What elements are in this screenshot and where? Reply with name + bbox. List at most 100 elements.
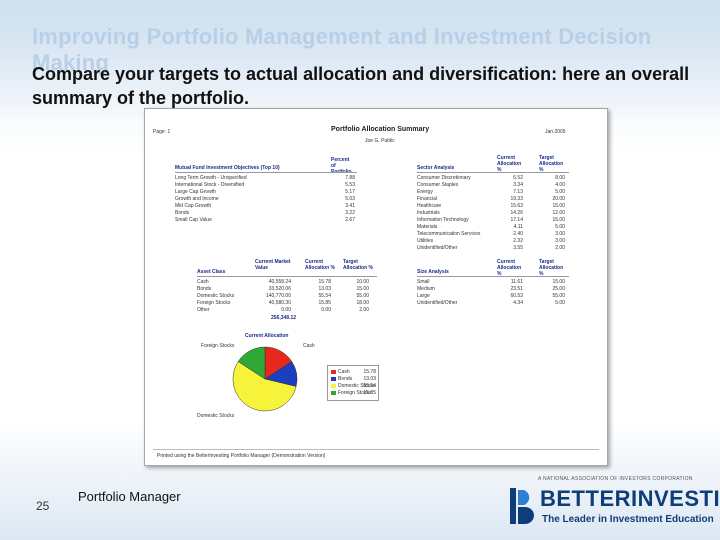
asset-target: 2.00	[359, 307, 369, 313]
sector-name: Healthcare	[417, 203, 442, 209]
asset-rule	[197, 276, 377, 277]
sector-target: 3.00	[555, 231, 565, 237]
logo-small-text: A NATIONAL ASSOCIATION OF INVESTORS CORP…	[538, 476, 693, 482]
asset-current: 0.00	[321, 307, 331, 313]
asset-target-header: Target Allocation %	[343, 259, 374, 271]
pie-title: Current Allocation	[245, 333, 289, 339]
slide-subtitle: Compare your targets to actual allocatio…	[32, 64, 690, 108]
sector-current: 2.32	[513, 238, 523, 244]
legend-label: Domestic Stocks	[338, 383, 376, 389]
asset-name: Other	[197, 307, 210, 313]
asset-target: 18.00	[356, 300, 369, 306]
size-header: Size Analysis	[417, 269, 449, 275]
objective-name: Mid Cap Growth	[175, 203, 212, 209]
asset-current: 13.03	[318, 286, 331, 292]
objective-name: Growth and Income	[175, 196, 219, 202]
sector-target: 20.00	[552, 196, 565, 202]
sector-name: Energy	[417, 189, 433, 195]
sector-target: 15.00	[552, 217, 565, 223]
sector-current: 7.13	[513, 189, 523, 195]
sector-name: Consumer Discretionary	[417, 175, 471, 181]
objectives-rule	[175, 172, 357, 173]
objective-name: Large Cap Growth	[175, 189, 216, 195]
size-rule	[417, 276, 569, 277]
sector-current: 4.11	[513, 224, 523, 230]
size-target: 55.00	[552, 293, 565, 299]
size-target: 5.00	[555, 300, 565, 306]
sector-name: Telecommunication Services	[417, 231, 481, 237]
asset-value: 0.00	[281, 307, 291, 313]
objective-percent: 5.53	[345, 182, 355, 188]
sector-target: 12.00	[552, 210, 565, 216]
report-page: Page: 1	[153, 129, 171, 135]
report-date: Jan 2005	[545, 129, 566, 135]
asset-name: Bonds	[197, 286, 212, 292]
sector-current: 3.55	[513, 245, 523, 251]
sector-rule	[417, 172, 569, 173]
report-heading: Portfolio Allocation Summary	[331, 126, 430, 133]
sector-current: 17.14	[510, 217, 523, 223]
sector-target-header: Target Allocation %	[539, 155, 564, 173]
size-current-header: Current Allocation %	[497, 259, 522, 277]
asset-value-header: Current Market Value	[255, 259, 291, 271]
asset-current: 15.78	[318, 279, 331, 285]
size-target: 25.00	[552, 286, 565, 292]
size-current: 23.51	[510, 286, 523, 292]
slide-number: 25	[36, 499, 50, 513]
asset-current: 15.85	[318, 300, 331, 306]
sector-current: 14.26	[510, 210, 523, 216]
objective-percent: 7.88	[345, 175, 355, 181]
sector-name: Materials	[417, 224, 438, 230]
size-name: Large	[417, 293, 430, 299]
objective-name: International Stock - Diversified	[175, 182, 245, 188]
objective-percent: 3.41	[345, 203, 355, 209]
asset-name: Foreign Stocks	[197, 300, 231, 306]
report-owner: Joe G. Public	[365, 138, 395, 144]
sector-current: 15.63	[510, 203, 523, 209]
objective-name: Long Term Growth - Unspecified	[175, 175, 247, 181]
betterinvesting-logo-icon	[510, 488, 534, 524]
slide-header-band	[0, 0, 720, 118]
pie-slice-foreign-stocks	[237, 346, 266, 380]
sector-target: 3.00	[555, 238, 565, 244]
sector-name: Unidentified/Other	[417, 245, 458, 251]
sector-name: Industrials	[417, 210, 440, 216]
asset-target: 15.00	[356, 286, 369, 292]
legend-label: Bonds	[338, 376, 353, 382]
size-target: 15.00	[552, 279, 565, 285]
legend-swatch	[331, 391, 336, 395]
sector-name: Utilities	[417, 238, 434, 244]
objective-percent: 5.17	[345, 189, 355, 195]
legend-label: Cash	[338, 369, 350, 375]
pie-legend: Cash 15.78 Bonds 13.03 Domestic Stocks 55.54 F…	[327, 365, 379, 401]
sector-current: 3.34	[513, 182, 523, 188]
sector-current: 19.33	[510, 196, 523, 202]
sector-current: 2.40	[513, 231, 523, 237]
asset-target: 10.00	[356, 279, 369, 285]
report-footer: Printed using the BetterInvesting Portfo…	[157, 453, 326, 459]
asset-header: Asset Class	[197, 269, 226, 275]
logo-name: BETTERINVESTING	[540, 486, 720, 511]
allocation-pie-chart	[232, 346, 298, 412]
size-name: Small	[417, 279, 430, 285]
report-footer-rule	[153, 449, 599, 450]
legend-label: Foreign Stocks	[338, 390, 372, 396]
sector-target: 5.00	[555, 224, 565, 230]
pie-slice-domestic-stocks	[232, 361, 297, 412]
sector-current-header: Current Allocation %	[497, 155, 522, 173]
asset-value: 40,558.24	[268, 279, 291, 285]
sector-target: 5.00	[555, 189, 565, 195]
pie-label-right: Cash	[303, 343, 315, 349]
objective-name: Small Cap Value	[175, 217, 212, 223]
slide-title: Improving Portfolio Management and Inves…	[32, 24, 652, 75]
asset-value: 33,520.06	[268, 286, 291, 292]
objective-name: Bonds	[175, 210, 190, 216]
size-current: 11.61	[510, 279, 523, 285]
legend-swatch	[331, 377, 336, 381]
legend-value: 55.54	[363, 383, 376, 389]
logo-tagline: The Leader in Investment Education	[542, 514, 714, 525]
legend-value: 15.78	[363, 369, 376, 375]
sector-target: 8.00	[555, 175, 565, 181]
asset-name: Cash	[197, 279, 209, 285]
size-name: Medium	[417, 286, 435, 292]
